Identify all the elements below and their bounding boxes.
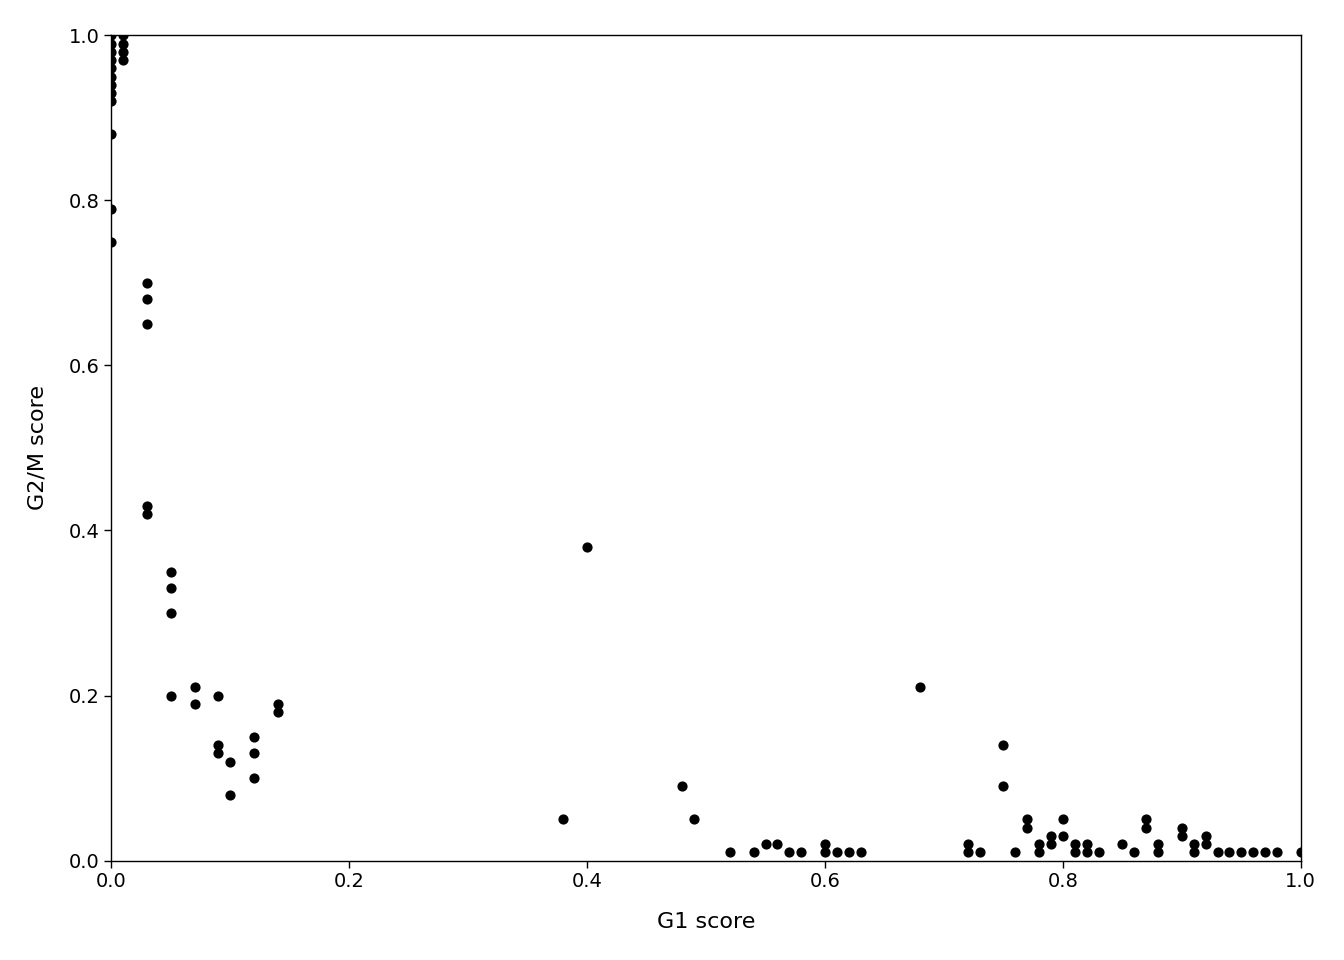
- Point: [1183, 845, 1204, 860]
- Point: [1016, 811, 1038, 827]
- Point: [1028, 836, 1050, 852]
- Point: [219, 787, 241, 803]
- Point: [1087, 845, 1109, 860]
- Point: [1231, 845, 1253, 860]
- Point: [743, 845, 765, 860]
- Point: [101, 60, 122, 76]
- Point: [267, 696, 289, 711]
- Point: [1136, 811, 1157, 827]
- Point: [184, 680, 206, 695]
- Point: [101, 85, 122, 101]
- Point: [219, 754, 241, 769]
- Point: [1136, 820, 1157, 835]
- Point: [101, 77, 122, 92]
- Point: [1016, 820, 1038, 835]
- Point: [969, 845, 991, 860]
- X-axis label: G1 score: G1 score: [657, 912, 755, 932]
- Point: [160, 688, 181, 704]
- Point: [1040, 828, 1062, 844]
- Point: [1219, 845, 1241, 860]
- Point: [101, 201, 122, 216]
- Point: [790, 845, 812, 860]
- Point: [1028, 845, 1050, 860]
- Point: [814, 836, 836, 852]
- Point: [101, 127, 122, 142]
- Point: [993, 737, 1015, 753]
- Point: [1266, 845, 1288, 860]
- Point: [184, 696, 206, 711]
- Point: [136, 317, 157, 332]
- Point: [101, 69, 122, 84]
- Point: [1064, 836, 1086, 852]
- Point: [101, 36, 122, 51]
- Point: [101, 234, 122, 250]
- Point: [1148, 845, 1169, 860]
- Point: [1004, 845, 1025, 860]
- Point: [113, 53, 134, 68]
- Point: [101, 44, 122, 60]
- Point: [1077, 836, 1098, 852]
- Point: [1290, 845, 1312, 860]
- Point: [101, 28, 122, 43]
- Point: [552, 811, 574, 827]
- Point: [849, 845, 871, 860]
- Point: [101, 94, 122, 109]
- Point: [243, 770, 265, 785]
- Point: [1124, 845, 1145, 860]
- Point: [113, 44, 134, 60]
- Point: [243, 746, 265, 761]
- Point: [136, 276, 157, 291]
- Point: [136, 506, 157, 521]
- Point: [1052, 811, 1074, 827]
- Point: [957, 836, 978, 852]
- Y-axis label: G2/M score: G2/M score: [28, 385, 48, 511]
- Point: [160, 564, 181, 580]
- Point: [207, 737, 228, 753]
- Point: [113, 36, 134, 51]
- Point: [1111, 836, 1133, 852]
- Point: [814, 845, 836, 860]
- Point: [1195, 836, 1216, 852]
- Point: [113, 28, 134, 43]
- Point: [827, 845, 848, 860]
- Point: [1040, 836, 1062, 852]
- Point: [267, 705, 289, 720]
- Point: [719, 845, 741, 860]
- Point: [778, 845, 800, 860]
- Point: [1242, 845, 1263, 860]
- Point: [766, 836, 788, 852]
- Point: [910, 680, 931, 695]
- Point: [1195, 828, 1216, 844]
- Point: [957, 845, 978, 860]
- Point: [1052, 828, 1074, 844]
- Point: [683, 811, 704, 827]
- Point: [160, 581, 181, 596]
- Point: [1171, 820, 1192, 835]
- Point: [1183, 836, 1204, 852]
- Point: [672, 779, 694, 794]
- Point: [243, 729, 265, 744]
- Point: [207, 688, 228, 704]
- Point: [839, 845, 860, 860]
- Point: [160, 606, 181, 621]
- Point: [207, 746, 228, 761]
- Point: [101, 53, 122, 68]
- Point: [1064, 845, 1086, 860]
- Point: [755, 836, 777, 852]
- Point: [1254, 845, 1275, 860]
- Point: [1148, 836, 1169, 852]
- Point: [1207, 845, 1228, 860]
- Point: [136, 292, 157, 307]
- Point: [993, 779, 1015, 794]
- Point: [1171, 828, 1192, 844]
- Point: [136, 498, 157, 514]
- Point: [577, 540, 598, 555]
- Point: [1077, 845, 1098, 860]
